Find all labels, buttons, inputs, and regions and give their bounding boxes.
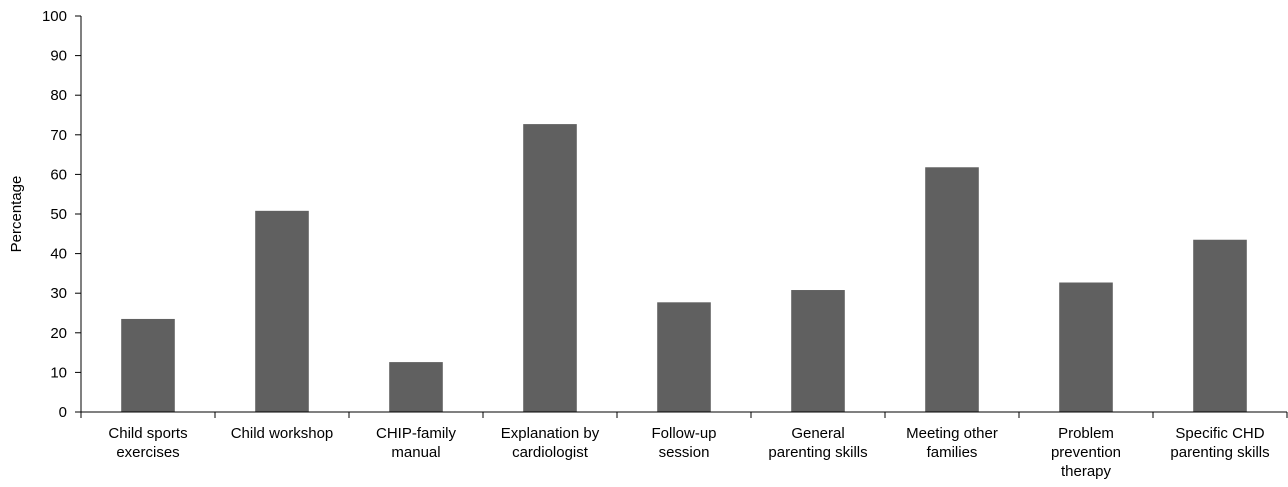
x-category-label-line: parenting skills [1170, 444, 1269, 461]
y-tick-label: 90 [50, 48, 67, 65]
x-category-label-line: exercises [116, 444, 179, 461]
x-category-label-line: Child workshop [231, 425, 334, 442]
x-category-label: Explanation by cardiologist [501, 425, 600, 461]
x-category-label-line: cardiologist [512, 444, 589, 461]
x-category-label-line: Specific CHD [1175, 425, 1264, 442]
x-category-label-line: session [659, 444, 710, 461]
bar [1059, 282, 1113, 412]
y-tick-label: 40 [50, 246, 67, 263]
bar [255, 210, 309, 412]
bar [523, 124, 577, 412]
y-tick-label: 30 [50, 285, 67, 302]
bar [1193, 239, 1247, 412]
y-tick-label: 100 [42, 8, 67, 25]
x-category-label-line: Child sports [108, 425, 187, 442]
x-category-label-line: families [927, 444, 978, 461]
x-category-label-line: prevention [1051, 444, 1121, 461]
bar [657, 302, 711, 412]
bars [121, 124, 1247, 412]
x-category-label-line: Explanation by [501, 425, 600, 442]
x-axis-category-labels: Child sports exercises Child workshop CHIP-… [108, 425, 1269, 480]
x-category-label-line: therapy [1061, 463, 1112, 480]
y-tick-label: 50 [50, 206, 67, 223]
y-tick-label: 10 [50, 364, 67, 381]
x-category-label: CHIP-family manual [376, 425, 457, 461]
bar [925, 167, 979, 412]
x-category-label-line: manual [391, 444, 440, 461]
x-category-label: Problem prevention therapy [1051, 425, 1121, 480]
x-category-label-line: General [791, 425, 844, 442]
x-axis-ticks [80, 412, 1288, 418]
bar [121, 318, 175, 412]
x-category-label-line: Follow-up [651, 425, 716, 442]
y-axis-ticks: 0 10 20 30 40 50 60 70 80 90 100 [42, 8, 81, 421]
y-axis-title: Percentage [8, 176, 25, 253]
y-tick-label: 0 [59, 404, 67, 421]
bar [389, 362, 443, 412]
x-category-label: Meeting other families [906, 425, 998, 461]
x-category-label-line: CHIP-family [376, 425, 457, 442]
y-tick-label: 70 [50, 127, 67, 144]
y-tick-label: 20 [50, 325, 67, 342]
x-category-label: Child sports exercises [108, 425, 187, 461]
y-tick-label: 80 [50, 87, 67, 104]
y-tick-label: 60 [50, 166, 67, 183]
x-category-label: General parenting skills [768, 425, 867, 461]
x-category-label-line: Meeting other [906, 425, 998, 442]
x-category-label-line: parenting skills [768, 444, 867, 461]
x-category-label: Specific CHD parenting skills [1170, 425, 1269, 461]
x-category-label: Child workshop [231, 425, 334, 442]
x-category-label-line: Problem [1058, 425, 1114, 442]
x-category-label: Follow-up session [651, 425, 716, 461]
bar [791, 290, 845, 412]
y-axis-title-group: Percentage [8, 176, 25, 253]
